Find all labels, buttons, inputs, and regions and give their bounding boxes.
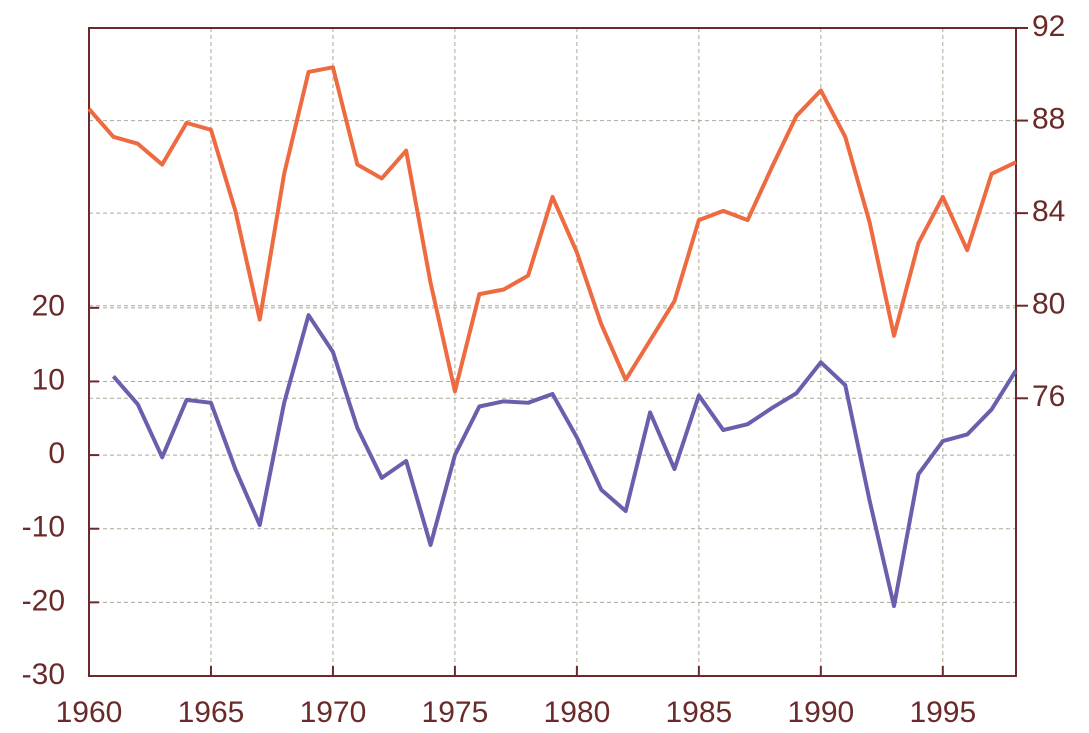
x-tick-label: 1970: [300, 696, 367, 729]
x-tick-label: 1975: [422, 696, 489, 729]
x-tick-label: 1965: [178, 696, 245, 729]
plot-frame: [88, 27, 1017, 677]
y2-tick-label: 76: [1032, 380, 1065, 413]
y-tick-label: -10: [22, 511, 65, 544]
x-tick-label: 1990: [787, 696, 854, 729]
y-tick-label: -30: [22, 658, 65, 691]
x-tick-label: 1980: [544, 696, 611, 729]
y-tick-label: 10: [32, 363, 65, 396]
data-line: [87, 65, 1017, 394]
x-tick-label: 1995: [909, 696, 976, 729]
y2-tick-label: 88: [1032, 102, 1065, 135]
y-tick-label: 0: [48, 437, 65, 470]
y2-tick-label: 84: [1032, 195, 1065, 228]
x-tick-label: 1960: [56, 696, 123, 729]
x-tick-label: 1985: [665, 696, 732, 729]
y2-tick-label: 92: [1032, 10, 1065, 43]
y-tick-label: 20: [32, 290, 65, 323]
data-line: [111, 313, 1018, 609]
y-tick-label: -20: [22, 584, 65, 617]
y2-tick-label: 80: [1032, 288, 1065, 321]
